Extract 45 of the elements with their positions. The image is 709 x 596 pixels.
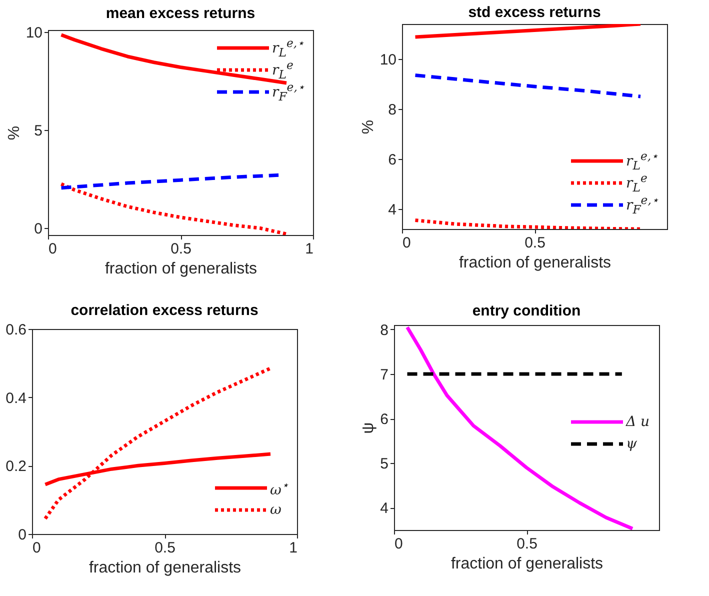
line-series <box>414 218 642 229</box>
y-tick-label: 0.4 <box>6 390 26 407</box>
x-tick-label: 1 <box>289 540 298 556</box>
x-tick-label: 0.5 <box>170 240 192 258</box>
chart-title: mean excess returns <box>106 4 256 22</box>
x-tick-label: 0.5 <box>516 536 538 552</box>
line-series <box>60 33 288 85</box>
legend-label: ω$^{⋆}$ <box>270 478 288 498</box>
x-tick-label: 0 <box>48 240 57 258</box>
legend-label: ψ <box>626 436 637 452</box>
y-tick-label: 6 <box>380 411 388 428</box>
y-tick-label: 4 <box>380 500 388 518</box>
x-tick-label: 0 <box>402 234 411 252</box>
chart-title: correlation excess returns <box>70 302 258 319</box>
x-tick-label: 0.5 <box>524 234 546 252</box>
line-series <box>60 173 280 190</box>
y-tick-label: 8 <box>388 102 396 118</box>
line-series <box>60 182 288 235</box>
y-tick-label: 7 <box>380 366 388 384</box>
y-tick-label: 10 <box>380 52 396 68</box>
y-tick-label: 4 <box>388 202 396 218</box>
y-tick-label: 5 <box>34 122 42 140</box>
x-tick-label: 0.5 <box>154 540 176 556</box>
y-tick-label: 5 <box>380 456 388 473</box>
y-tick-label: 8 <box>380 322 388 339</box>
x-axis-title: fraction of generalists <box>88 560 242 576</box>
chart-title: std excess returns <box>468 4 601 21</box>
line-series <box>44 366 272 520</box>
x-axis-title: fraction of generalists <box>104 260 258 278</box>
chart-title: entry condition <box>472 302 581 320</box>
y-axis-title: % <box>360 120 377 134</box>
y-tick-label: 0.6 <box>6 322 26 338</box>
x-tick-label: 1 <box>305 240 314 258</box>
legend-label: ω <box>270 502 282 518</box>
legend-label: Δ u <box>626 414 650 430</box>
y-tick-label: 0 <box>34 220 42 238</box>
line-series <box>414 74 642 98</box>
y-tick-label: 10 <box>26 24 42 42</box>
x-axis-title: fraction of generalists <box>450 556 604 572</box>
y-tick-label: 6 <box>388 152 396 168</box>
line-series <box>414 24 642 39</box>
y-tick-label: 0.2 <box>6 458 26 476</box>
x-axis-title: fraction of generalists <box>458 254 612 272</box>
y-axis-title: % <box>6 126 23 140</box>
y-axis-title: ψ <box>360 422 378 434</box>
